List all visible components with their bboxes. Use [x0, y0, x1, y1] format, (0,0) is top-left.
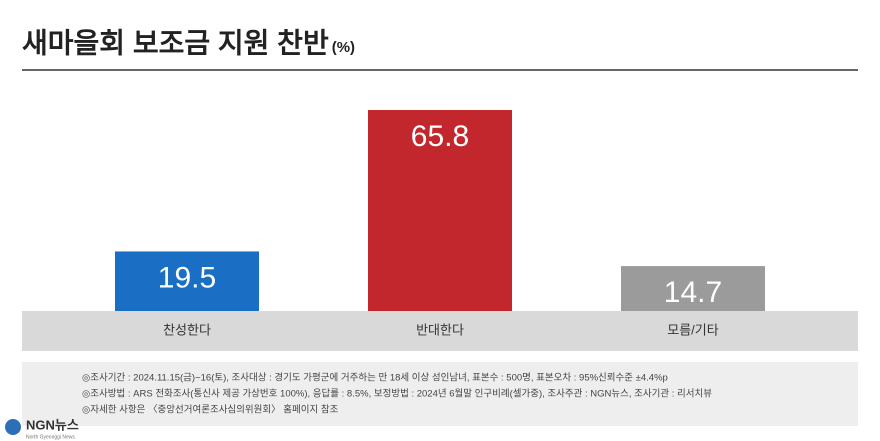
x-tick-label: 찬성한다 — [163, 322, 211, 337]
x-tick-label: 반대한다 — [416, 322, 464, 337]
bar — [621, 266, 765, 311]
note: ◎조사기간 : 2024.11.15(금)~16(토), 조사대상 : 경기도 … — [82, 372, 668, 384]
logo-icon — [5, 419, 21, 435]
logo-sub: North Gyeonggi News — [26, 434, 75, 440]
bar — [115, 251, 259, 311]
logo: NGN뉴스 — [26, 417, 79, 432]
category-band — [22, 311, 858, 351]
chart-subtitle: (%) — [332, 39, 355, 56]
chart-title: 새마을회 보조금 지원 찬반 — [22, 27, 329, 58]
x-tick-label: 모름/기타 — [667, 322, 718, 337]
data-label: 65.8 — [411, 120, 469, 153]
note: ◎자세한 사항은 〈중앙선거여론조사심의위원회〉 홈페이지 참조 — [82, 404, 339, 416]
bar — [368, 110, 512, 311]
data-label: 19.5 — [158, 261, 216, 294]
data-label: 14.7 — [664, 276, 722, 309]
notes-box — [22, 362, 858, 426]
note: ◎조사방법 : ARS 전화조사(통신사 제공 가상번호 100%), 응답률 … — [82, 388, 712, 400]
